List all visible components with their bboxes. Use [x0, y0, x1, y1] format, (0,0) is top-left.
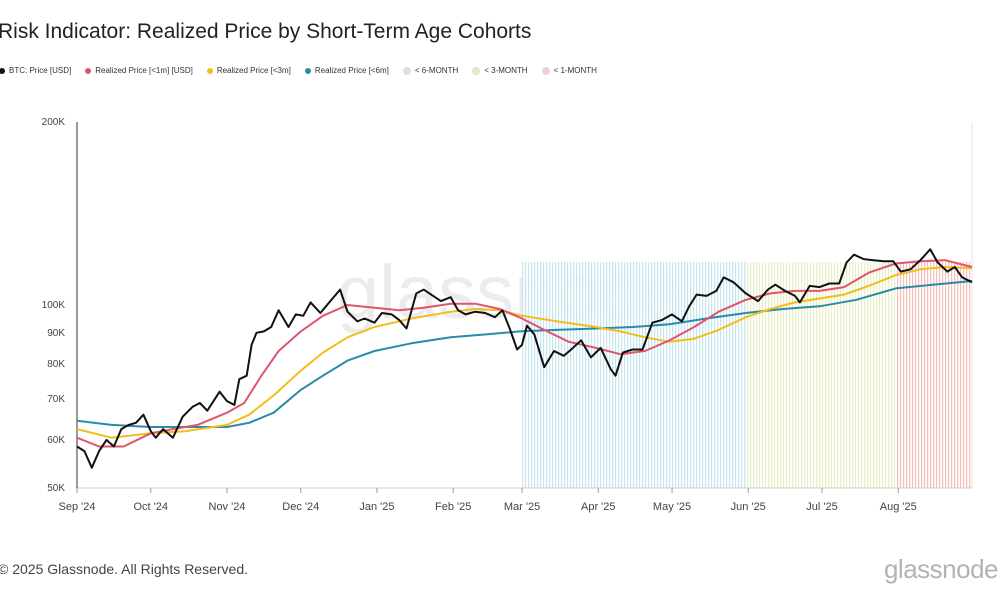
x-tick-label: Feb '25 [435, 501, 471, 513]
x-tick-label: Mar '25 [504, 501, 540, 513]
region--3-month [745, 262, 896, 488]
region--1-month [895, 262, 972, 488]
y-tick-label: 50K [47, 483, 65, 494]
legend-dot-6-month [402, 66, 411, 75]
y-tick-label: 200K [42, 117, 66, 128]
x-tick-label: Apr '25 [581, 501, 616, 513]
legend-dot-realized-3m [206, 67, 213, 74]
y-tick-label: 100K [42, 300, 66, 311]
legend-dot-3-month [472, 66, 481, 75]
legend-item-6-month[interactable]: < 6-MONTH [402, 66, 459, 75]
series-line-realized-price-6m [76, 280, 973, 428]
series-line-btc-price-usd [76, 248, 973, 469]
x-axis: Sep '24 Oct '24 Nov '24 Dec '24 Jan '25 Feb '… [59, 488, 917, 513]
legend-label-btc-price: BTC: Price [USD] [9, 66, 72, 75]
x-tick-label: Sep '24 [59, 501, 96, 513]
legend-label-realized-3m: Realized Price [<3m] [216, 66, 291, 75]
legend-item-3-month[interactable]: < 3-MONTH [472, 66, 528, 75]
legend-item-btc-price[interactable]: BTC: Price [USD] [0, 66, 71, 75]
x-tick-label: Nov '24 [209, 501, 246, 513]
series-line-realized-price-3m [76, 266, 973, 439]
legend-dot-realized-6m [304, 67, 311, 74]
legend-label-3-month: < 3-MONTH [484, 66, 528, 75]
series-line-realized-price-1m-usd [76, 259, 973, 448]
y-tick-label: 80K [47, 359, 65, 370]
legend-dot-btc-price [0, 67, 5, 74]
x-tick-label: Jun '25 [731, 501, 766, 513]
region--6-month [522, 262, 746, 488]
legend-label-6-month: < 6-MONTH [414, 66, 459, 75]
legend-item-realized-6m[interactable]: Realized Price [<6m] [304, 66, 389, 75]
y-tick-label: 90K [47, 328, 65, 339]
legend-dot-1-month [541, 66, 550, 75]
legend-label-realized-6m: Realized Price [<6m] [314, 66, 389, 75]
legend-label-realized-1m: Realized Price [<1m] [USD] [95, 66, 193, 75]
legend: BTC: Price [USD] Realized Price [<1m] [U… [0, 66, 597, 75]
y-axis: 50K 60K 70K 80K 90K 100K 200K [42, 117, 78, 494]
y-tick-label: 60K [47, 435, 65, 446]
x-tick-label: Oct '24 [134, 501, 169, 513]
y-tick-label: 70K [47, 394, 65, 405]
legend-item-realized-3m[interactable]: Realized Price [<3m] [206, 66, 291, 75]
glassnode-logo: glassnode [883, 554, 999, 584]
x-tick-label: Jul '25 [806, 501, 837, 513]
x-tick-label: Jan '25 [359, 501, 394, 513]
series-lines [76, 248, 973, 469]
x-tick-label: Aug '25 [880, 501, 917, 513]
legend-dot-realized-1m [85, 67, 92, 74]
chart-title: Risk Indicator: Realized Price by Short-… [0, 20, 532, 43]
grid-lines [77, 122, 973, 489]
legend-label-1-month: < 1-MONTH [553, 66, 597, 75]
x-tick-label: May '25 [653, 501, 691, 513]
x-tick-label: Dec '24 [282, 501, 319, 513]
legend-item-1-month[interactable]: < 1-MONTH [541, 66, 597, 75]
legend-item-realized-1m[interactable]: Realized Price [<1m] [USD] [85, 66, 193, 75]
copyright-footer: © 2025 Glassnode. All Rights Reserved. [0, 561, 249, 577]
age-cohort-regions [522, 262, 972, 488]
